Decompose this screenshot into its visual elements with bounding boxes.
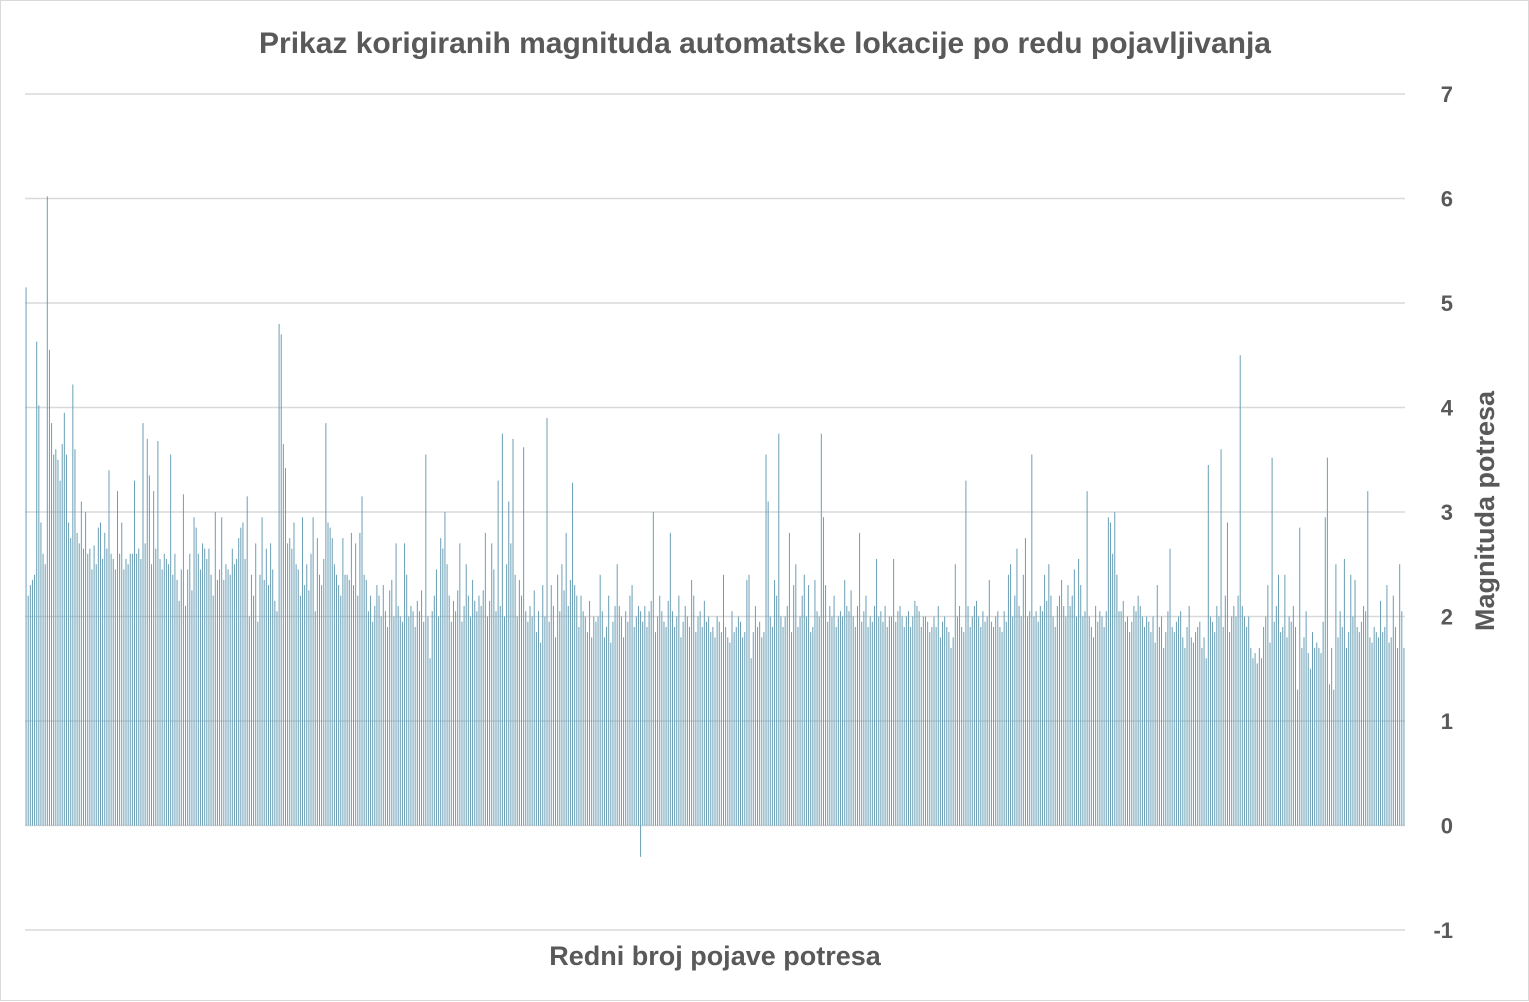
gridlines — [25, 93, 1405, 931]
y-tick-label: 1 — [1441, 709, 1453, 734]
y-tick-label: 0 — [1441, 814, 1453, 839]
x-axis-label: Redni broj pojave potresa — [549, 941, 882, 971]
y-tick-label: 6 — [1441, 187, 1453, 212]
y-axis-label: Magnituda potresa — [1470, 390, 1500, 631]
y-tick-label: 2 — [1441, 605, 1453, 630]
y-tick-label: 5 — [1441, 291, 1453, 316]
y-tick-label: 4 — [1441, 396, 1454, 421]
y-tick-label: -1 — [1433, 918, 1453, 943]
y-tick-label: 3 — [1441, 500, 1453, 525]
chart-title: Prikaz korigiranih magnituda automatske … — [259, 27, 1271, 60]
y-tick-labels: -1 0 1 2 3 4 5 6 7 — [1433, 82, 1453, 943]
bar-series — [25, 196, 1405, 857]
y-tick-label: 7 — [1441, 82, 1453, 107]
